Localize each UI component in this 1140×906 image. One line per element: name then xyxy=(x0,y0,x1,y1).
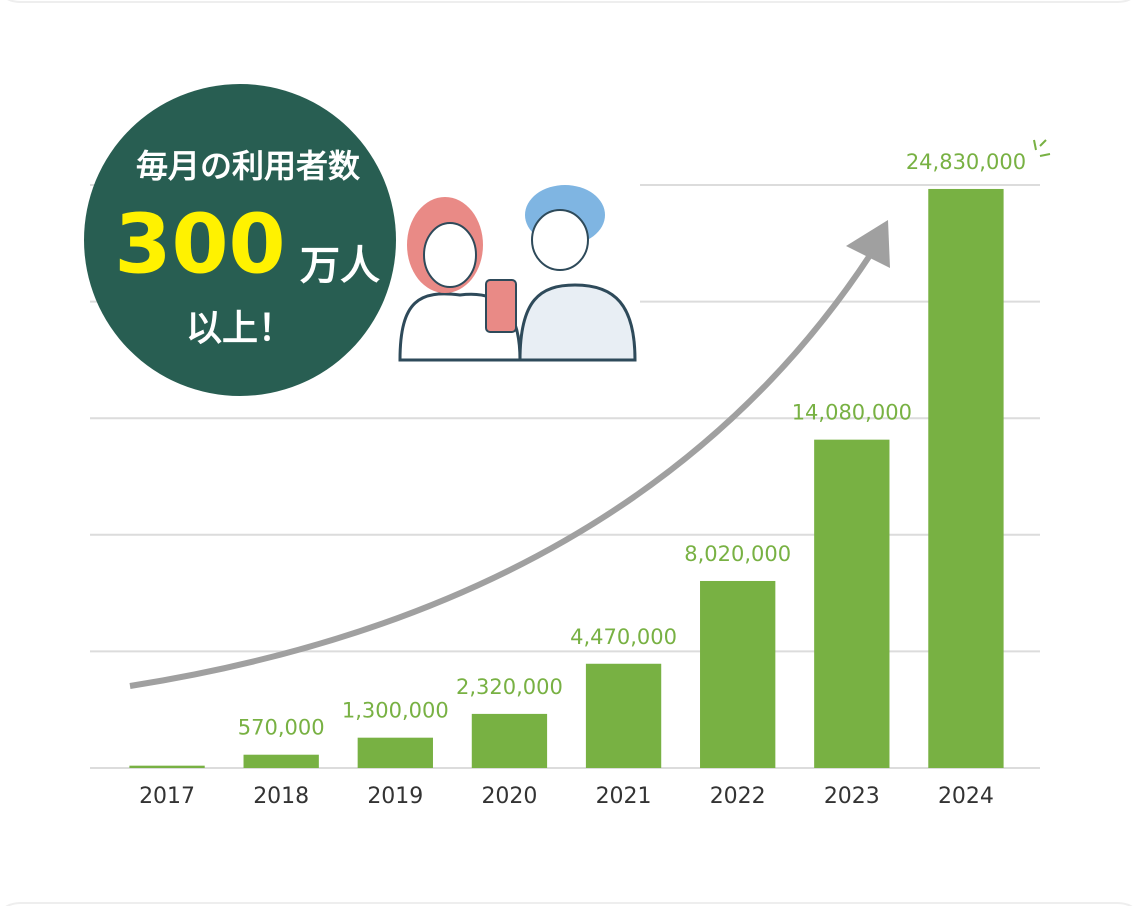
card-bottom-edge xyxy=(5,902,1133,906)
x-tick-label: 2017 xyxy=(139,784,195,809)
value-label: 570,000 xyxy=(238,716,325,740)
card-top-edge xyxy=(7,0,1131,3)
bar xyxy=(243,754,319,768)
arrow-head xyxy=(846,220,890,268)
x-tick-label: 2022 xyxy=(710,784,766,809)
bar xyxy=(471,713,548,768)
illustration xyxy=(380,180,640,362)
x-tick-label: 2018 xyxy=(253,784,309,809)
bar xyxy=(585,663,662,768)
value-label: 24,830,000 xyxy=(906,150,1026,174)
bar xyxy=(700,580,776,768)
bar xyxy=(814,439,890,768)
bar xyxy=(357,737,433,768)
value-label: 1,300,000 xyxy=(342,699,449,723)
value-label: 4,470,000 xyxy=(570,625,677,649)
value-label: 14,080,000 xyxy=(792,401,912,425)
x-tick-label: 2021 xyxy=(596,784,652,809)
x-tick-label: 2019 xyxy=(367,784,423,809)
badge-number: 300 xyxy=(114,197,285,292)
badge-unit: 万人 xyxy=(300,243,380,289)
trend-arrow xyxy=(129,244,879,689)
x-tick-label: 2024 xyxy=(938,784,994,809)
bars xyxy=(129,188,1004,768)
value-label: 2,320,000 xyxy=(456,675,563,699)
badge xyxy=(84,84,396,396)
x-tick-label: 2020 xyxy=(481,784,537,809)
x-tick-label: 2023 xyxy=(824,784,880,809)
bar xyxy=(928,188,1004,768)
badge-heading: 毎月の利用者数 xyxy=(136,147,361,185)
sparkle xyxy=(1033,139,1051,157)
bar xyxy=(129,765,205,768)
value-label: 8,020,000 xyxy=(684,542,791,566)
badge-footer: 以上！ xyxy=(186,308,294,349)
